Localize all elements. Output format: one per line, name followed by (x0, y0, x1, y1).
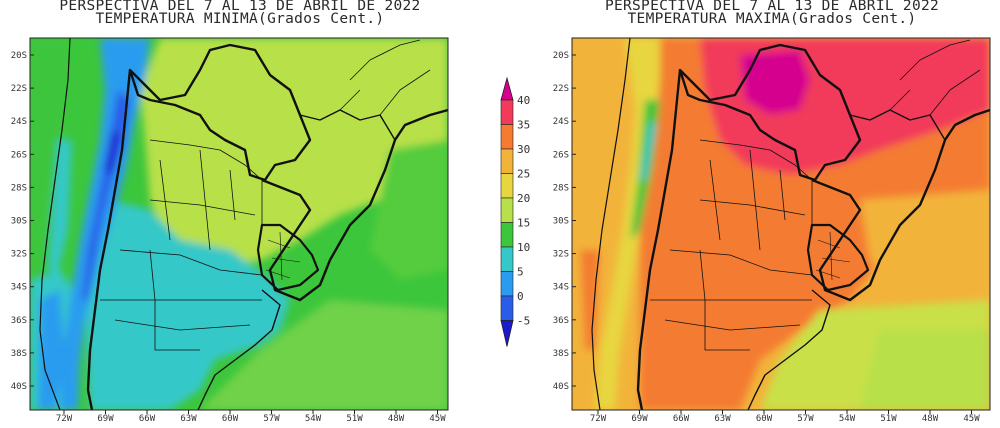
colorbar-label: -5 (517, 315, 530, 328)
colorbar-top-arrow (500, 76, 514, 101)
colorbar-band (500, 295, 514, 321)
left-lat-label: 38S (11, 349, 27, 359)
left-title-line2: TEMPERATURA MINIMA(Grados Cent.) (95, 11, 385, 27)
colorbar-band (500, 99, 514, 125)
colorbar-band (500, 173, 514, 199)
colorbar-label: 40 (517, 94, 530, 107)
borders (39, 38, 448, 410)
right-lon-label: 72W (590, 414, 607, 424)
left-lat-label: 22S (11, 84, 27, 94)
right-lat-label: 34S (553, 283, 569, 293)
colorbar-band (500, 222, 514, 248)
left-lon-label: 57W (263, 414, 280, 424)
right-lon-label: 48W (922, 414, 939, 424)
left-lat-label: 20S (11, 51, 27, 61)
colorbar-label: 30 (517, 143, 530, 156)
colorbar: 40 35 30 25 20 15 10 5 0 -5 (500, 76, 530, 347)
right-lat-label: 22S (553, 84, 569, 94)
left-lat-label: 34S (11, 283, 27, 293)
left-lat-label: 36S (11, 316, 27, 326)
left-lon-label: 51W (346, 414, 363, 424)
colorbar-label: 25 (517, 168, 530, 181)
longitude-labels-left: 72W 69W 66W 63W 60W 57W 54W 51W 48W 45W (56, 410, 446, 424)
colorbar-label: 5 (517, 266, 524, 279)
right-lat-label: 32S (553, 250, 569, 260)
left-lon-label: 72W (56, 414, 73, 424)
left-lon-label: 48W (388, 414, 405, 424)
borders (591, 38, 990, 410)
colorbar-label: 35 (517, 119, 530, 132)
left-lat-label: 40S (11, 382, 27, 392)
left-map-frame (29, 37, 449, 411)
colorbar-band (500, 271, 514, 297)
colorbar-label: 0 (517, 290, 524, 303)
left-lon-label: 45W (429, 414, 446, 424)
left-lat-label: 32S (11, 250, 27, 260)
colorbar-band (500, 148, 514, 174)
right-lon-label: 54W (839, 414, 856, 424)
latitude-labels-left: 20S 22S 24S 26S 28S 30S 32S 34S 36S 38S 40S (11, 51, 34, 392)
right-map-title: PERSPECTIVA DEL 7 AL 13 DE ABRIL 2022 TE… (572, 0, 972, 26)
right-lon-label: 51W (880, 414, 897, 424)
colorbar-label: 10 (517, 241, 530, 254)
right-lat-label: 30S (553, 217, 569, 227)
left-map-title: PERSPECTIVA DEL 7 AL 13 DE ABRIL DE 2022… (40, 0, 440, 26)
right-lon-label: 66W (673, 414, 690, 424)
left-lon-label: 66W (139, 414, 156, 424)
right-lon-label: 63W (714, 414, 731, 424)
left-lat-label: 30S (11, 217, 27, 227)
left-lon-label: 63W (180, 414, 197, 424)
colorbar-band (500, 246, 514, 272)
left-lon-label: 60W (222, 414, 239, 424)
right-lat-label: 28S (553, 183, 569, 193)
right-lon-label: 45W (963, 414, 980, 424)
right-lat-label: 20S (553, 51, 569, 61)
right-lon-label: 60W (756, 414, 773, 424)
left-lat-label: 28S (11, 183, 27, 193)
colorbar-band (500, 197, 514, 223)
left-lon-label: 69W (97, 414, 114, 424)
left-title-line1: PERSPECTIVA DEL 7 AL 13 DE ABRIL DE 2022 (59, 0, 421, 14)
right-title-line2: TEMPERATURA MAXIMA(Grados Cent.) (627, 11, 917, 27)
right-lat-label: 38S (553, 349, 569, 359)
colorbar-label: 15 (517, 217, 530, 230)
maximum-temperature-map (572, 38, 990, 410)
left-lon-label: 54W (305, 414, 322, 424)
colorbar-band (500, 124, 514, 150)
minimum-temperature-map (30, 38, 448, 410)
right-lat-label: 24S (553, 117, 569, 127)
right-lat-label: 36S (553, 316, 569, 326)
left-lat-label: 24S (11, 117, 27, 127)
left-lat-label: 26S (11, 150, 27, 160)
colorbar-label: 20 (517, 192, 530, 205)
colorbar-bottom-arrow (500, 320, 514, 347)
right-lon-label: 69W (631, 414, 648, 424)
right-title-line1: PERSPECTIVA DEL 7 AL 13 DE ABRIL 2022 (604, 0, 940, 14)
right-lat-label: 26S (553, 150, 569, 160)
right-map-frame (571, 37, 991, 411)
right-lat-label: 40S (553, 382, 569, 392)
right-lon-label: 57W (797, 414, 814, 424)
latitude-labels-right: 20S 22S 24S 26S 28S 30S 32S 34S 36S 38S 40S (553, 51, 576, 392)
longitude-labels-right: 72W 69W 66W 63W 60W 57W 54W 51W 48W 45W (590, 410, 980, 424)
